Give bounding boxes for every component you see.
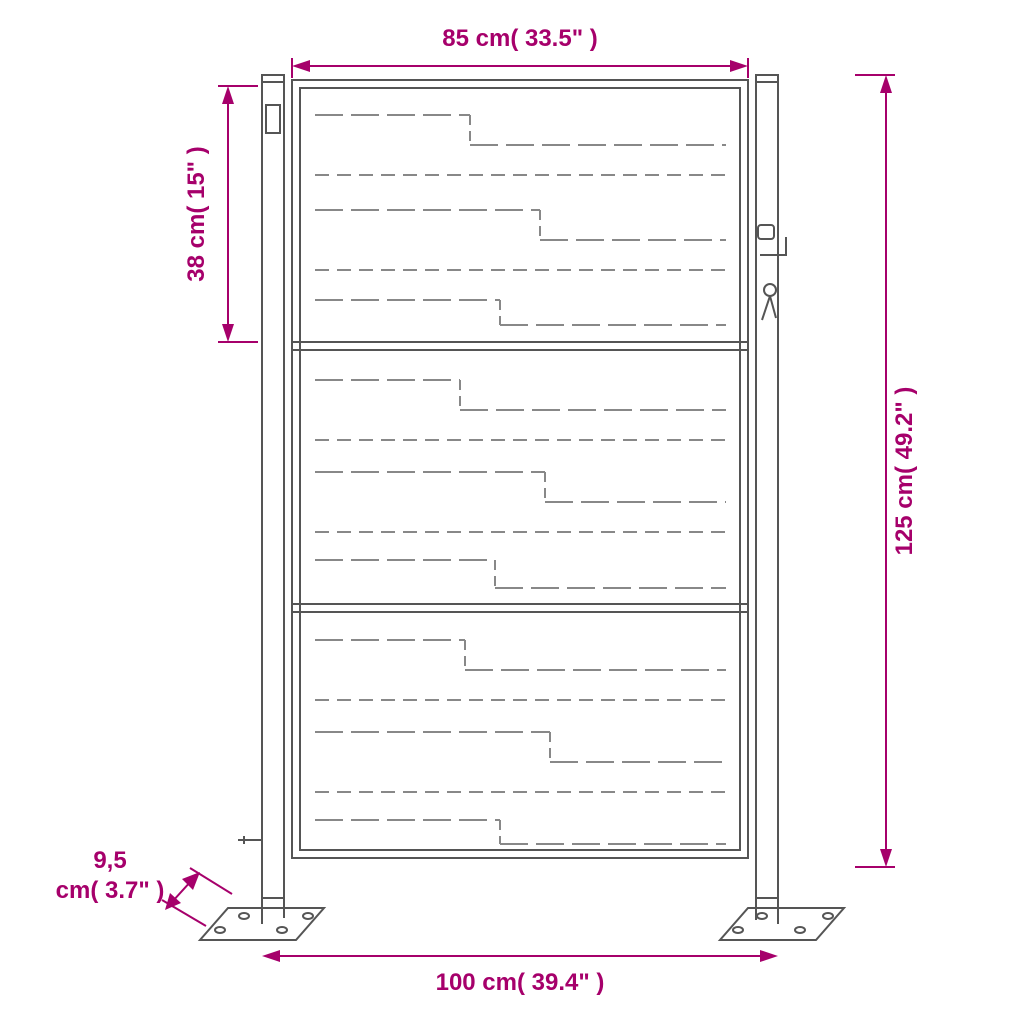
dim-bottom-label: 100 cm( 39.4" ) <box>436 969 605 996</box>
dim-left: 38 cm( 15" ) <box>183 86 258 342</box>
left-post <box>262 75 284 898</box>
panel-pattern <box>315 115 726 844</box>
base-plate-left <box>200 898 324 940</box>
dim-depth-label-2: cm( 3.7" ) <box>56 877 165 904</box>
panel-frame <box>292 80 748 858</box>
dim-bottom: 100 cm( 39.4" ) <box>262 950 778 996</box>
gate-handle <box>756 215 786 330</box>
dimension-diagram: 85 cm( 33.5" ) 125 cm( 49.2" ) 38 cm( 15… <box>0 0 1024 1024</box>
dim-top-label: 85 cm( 33.5" ) <box>442 25 597 52</box>
dim-left-label: 38 cm( 15" ) <box>183 146 210 281</box>
dim-depth: 9,5 cm( 3.7" ) <box>56 847 232 926</box>
dim-right-label: 125 cm( 49.2" ) <box>891 387 918 556</box>
base-plate-right <box>720 898 844 940</box>
dim-depth-label-1: 9,5 <box>93 847 126 874</box>
dim-top: 85 cm( 33.5" ) <box>292 25 748 78</box>
dim-right: 125 cm( 49.2" ) <box>855 75 918 867</box>
right-post <box>756 75 778 898</box>
